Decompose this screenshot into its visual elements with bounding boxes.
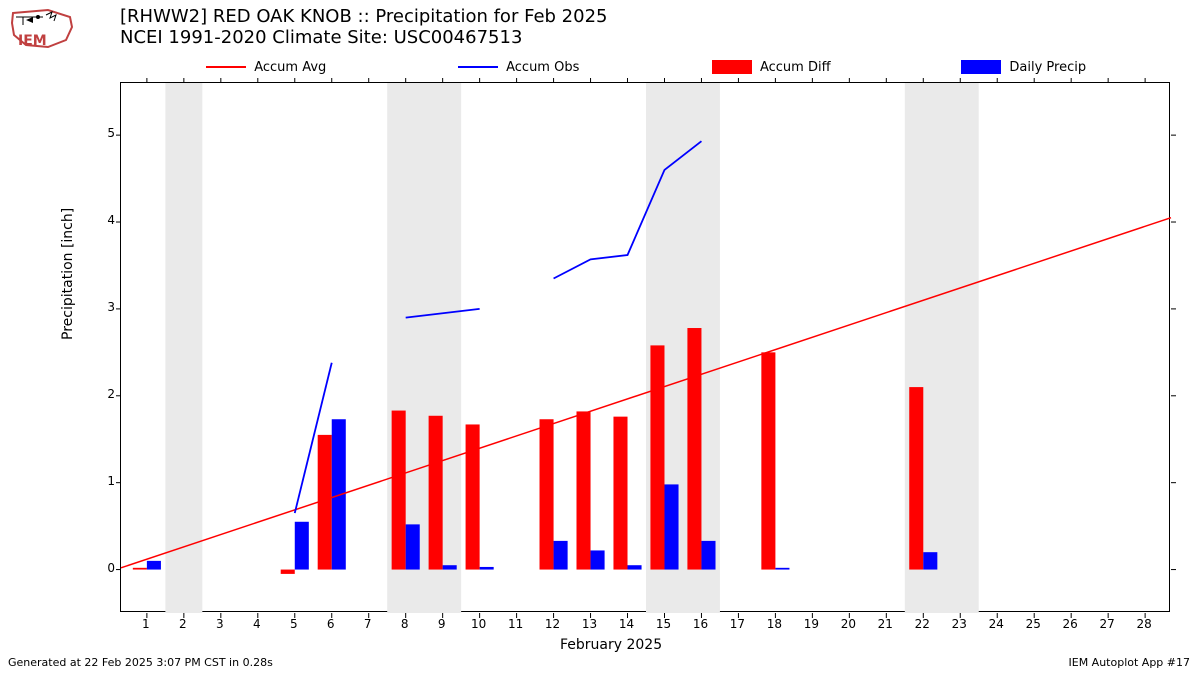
- x-tick-label: 25: [1023, 617, 1043, 631]
- title-line-2: NCEI 1991-2020 Climate Site: USC00467513: [120, 27, 607, 48]
- footer-app: IEM Autoplot App #17: [1069, 656, 1191, 669]
- legend-swatch: [961, 60, 1001, 74]
- footer-generated: Generated at 22 Feb 2025 3:07 PM CST in …: [8, 656, 273, 669]
- svg-text:IEM: IEM: [18, 33, 47, 49]
- y-tick-label: 2: [85, 387, 115, 401]
- x-tick-label: 10: [469, 617, 489, 631]
- legend-label: Accum Diff: [760, 60, 831, 75]
- y-axis-label: Precipitation [inch]: [60, 208, 76, 340]
- x-tick-label: 17: [727, 617, 747, 631]
- legend-label: Daily Precip: [1009, 60, 1086, 75]
- x-tick-label: 12: [543, 617, 563, 631]
- x-tick-label: 15: [653, 617, 673, 631]
- x-tick-label: 8: [395, 617, 415, 631]
- legend: Accum Avg Accum Obs Accum Diff Daily Precip: [120, 55, 1170, 79]
- legend-label: Accum Avg: [254, 60, 326, 75]
- x-tick-label: 14: [617, 617, 637, 631]
- legend-swatch: [206, 66, 246, 68]
- title-line-1: [RHWW2] RED OAK KNOB :: Precipitation fo…: [120, 6, 607, 27]
- x-tick-label: 4: [247, 617, 267, 631]
- legend-swatch: [458, 66, 498, 68]
- x-tick-label: 3: [210, 617, 230, 631]
- y-tick-label: 1: [85, 474, 115, 488]
- x-tick-label: 1: [136, 617, 156, 631]
- x-tick-label: 7: [358, 617, 378, 631]
- x-tick-label: 21: [875, 617, 895, 631]
- y-tick-label: 0: [85, 561, 115, 575]
- x-tick-label: 23: [949, 617, 969, 631]
- legend-label: Accum Obs: [506, 60, 579, 75]
- iem-logo: IEM: [8, 5, 78, 50]
- x-tick-label: 5: [284, 617, 304, 631]
- x-tick-label: 13: [580, 617, 600, 631]
- y-tick-label: 3: [85, 300, 115, 314]
- legend-item: Accum Obs: [393, 60, 646, 75]
- plot-area: [120, 82, 1170, 612]
- x-tick-label: 9: [432, 617, 452, 631]
- x-tick-label: 2: [173, 617, 193, 631]
- y-tick-label: 5: [85, 126, 115, 140]
- x-tick-label: 27: [1097, 617, 1117, 631]
- x-tick-label: 11: [506, 617, 526, 631]
- legend-swatch: [712, 60, 752, 74]
- x-axis-label: February 2025: [560, 637, 662, 653]
- x-tick-label: 6: [321, 617, 341, 631]
- legend-item: Accum Diff: [645, 60, 898, 75]
- x-tick-label: 16: [690, 617, 710, 631]
- x-tick-label: 26: [1060, 617, 1080, 631]
- x-tick-label: 28: [1134, 617, 1154, 631]
- x-tick-label: 18: [764, 617, 784, 631]
- x-tick-label: 22: [912, 617, 932, 631]
- legend-item: Daily Precip: [898, 60, 1151, 75]
- x-tick-label: 20: [838, 617, 858, 631]
- x-tick-label: 24: [986, 617, 1006, 631]
- chart-title: [RHWW2] RED OAK KNOB :: Precipitation fo…: [120, 6, 607, 48]
- x-tick-label: 19: [801, 617, 821, 631]
- legend-item: Accum Avg: [140, 60, 393, 75]
- y-tick-label: 4: [85, 213, 115, 227]
